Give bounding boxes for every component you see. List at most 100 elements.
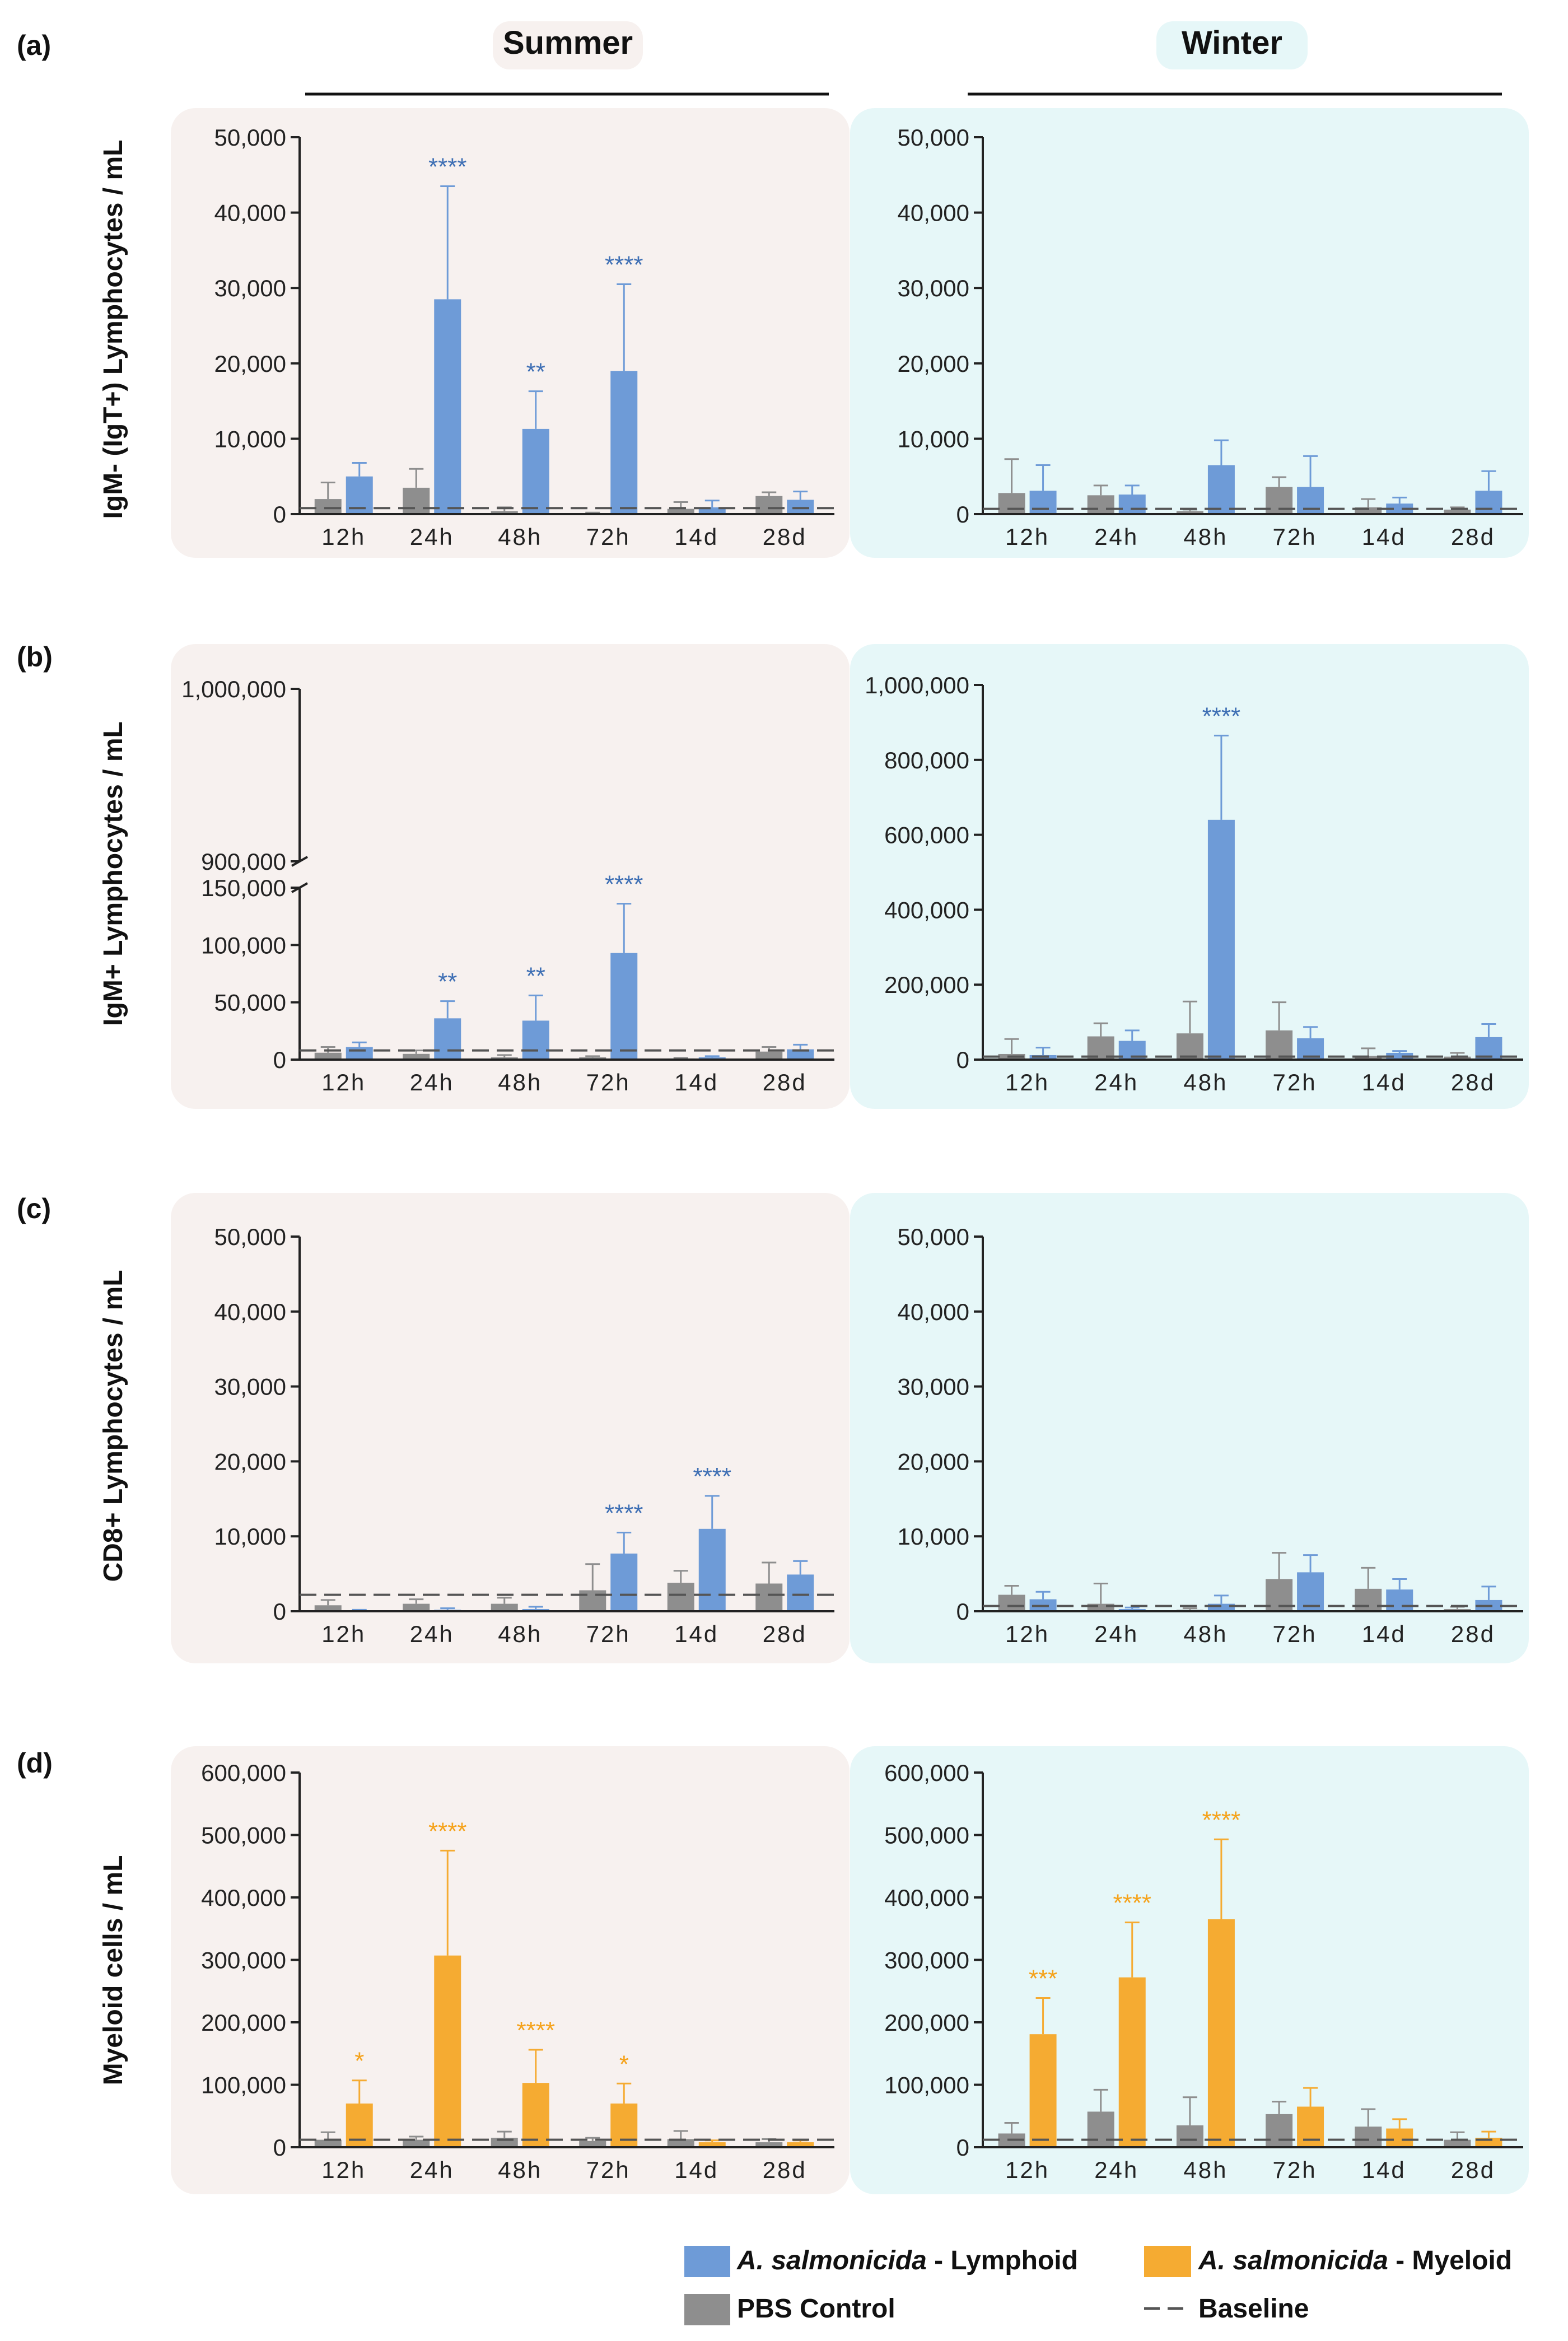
significance-stars: **** (428, 153, 467, 180)
x-tick-label: 14d (1362, 1069, 1406, 1095)
y-tick-label: 40,000 (214, 200, 286, 226)
y-tick-label: 800,000 (884, 747, 969, 773)
y-tick-label: 400,000 (884, 1885, 969, 1911)
x-tick-label: 48h (498, 1621, 542, 1647)
bar-treatment (1029, 491, 1057, 514)
bar-control (1087, 1603, 1114, 1611)
bar-treatment (610, 371, 638, 514)
summer-bg-d (171, 1746, 850, 2194)
bar-control (1355, 2127, 1382, 2147)
bar-treatment (1207, 465, 1235, 514)
bar-treatment (434, 299, 461, 514)
y-tick-label: 30,000 (898, 1374, 969, 1400)
legend-swatch-lymphoid (684, 2246, 730, 2277)
bar-control (1444, 1056, 1471, 1060)
x-tick-label: 48h (498, 2157, 542, 2183)
panel-backgrounds (171, 108, 1529, 2194)
y-tick-label: 300,000 (201, 1947, 286, 1974)
x-tick-label: 28d (1451, 1621, 1495, 1647)
panel-letter-c: (c) (17, 1193, 51, 1224)
winter-header-bg (1156, 21, 1308, 69)
x-tick-label: 48h (1183, 1069, 1228, 1095)
bar-control (314, 499, 342, 514)
y-tick-label: 30,000 (214, 1374, 286, 1400)
x-tick-label: 14d (1362, 524, 1406, 550)
bar-treatment (1207, 819, 1235, 1060)
bar-treatment (522, 428, 549, 514)
bar-treatment (1297, 1572, 1324, 1611)
bar-control (1444, 1608, 1471, 1611)
significance-stars: **** (693, 1463, 732, 1490)
y-tick-label: 50,000 (214, 990, 286, 1016)
bar-treatment (787, 1049, 814, 1060)
bar-control (403, 1603, 430, 1611)
x-tick-label: 12h (1005, 1069, 1049, 1095)
bar-control (667, 509, 694, 514)
significance-stars: * (354, 2048, 364, 2075)
significance-stars: **** (605, 251, 643, 278)
significance-stars: ** (438, 968, 457, 996)
summer-bg-b (171, 644, 850, 1109)
x-tick-label: 14d (674, 1621, 718, 1647)
row-ylabels: IgM- (IgT+) Lymphocytes / mL IgM+ Lympho… (99, 140, 128, 2086)
legend-item-baseline: Baseline (1144, 2294, 1309, 2324)
significance-stars: * (619, 2050, 629, 2078)
significance-stars: **** (517, 2017, 556, 2044)
x-tick-label: 14d (1362, 1621, 1406, 1647)
legend-item-control: PBS Control (684, 2294, 895, 2325)
y-tick-label: 20,000 (898, 1448, 969, 1475)
summer-header: Summer (503, 25, 633, 61)
x-tick-label: 12h (321, 1069, 366, 1095)
x-tick-label: 28d (763, 524, 807, 550)
legend-lymphoid-species: A. salmonicida (736, 2246, 927, 2275)
y-tick-label: 40,000 (214, 1299, 286, 1325)
chart-b-winter: 0 200,000 400,000 600,000 800,000 1,000,000 **… (865, 672, 1523, 1095)
ylabel-a: IgM- (IgT+) Lymphocytes / mL (99, 140, 128, 519)
bar-control (579, 1590, 606, 1611)
x-tick-label: 28d (763, 2157, 807, 2183)
bar-treatment (1475, 491, 1502, 514)
bar-treatment (698, 1528, 726, 1611)
y-tick-label: 200,000 (201, 2009, 286, 2036)
x-tick-label: 24h (1094, 524, 1138, 550)
y-tick-label: 10,000 (214, 426, 286, 452)
x-tick-label: 72h (1273, 1069, 1317, 1095)
chart-c-summer: 0 10,000 20,000 30,000 40,000 50,000 **** **** 1… (214, 1224, 834, 1647)
bar-treatment (522, 1608, 549, 1611)
bar-control (491, 1603, 518, 1611)
legend-label-baseline: Baseline (1198, 2294, 1309, 2324)
y-tick-label: 0 (956, 501, 969, 528)
bar-control (1176, 1033, 1203, 1060)
y-tick-label: 40,000 (898, 1299, 969, 1325)
x-tick-label: 72h (1273, 524, 1317, 550)
x-tick-label: 28d (1451, 1069, 1495, 1095)
axis-break-mark (291, 856, 308, 867)
y-tick-label: 10,000 (898, 1523, 969, 1550)
legend-label-lymphoid: A. salmonicida - Lymphoid (736, 2246, 1078, 2275)
x-tick-label: 72h (1273, 1621, 1317, 1647)
bar-treatment (610, 1553, 638, 1611)
bar-treatment (1297, 487, 1324, 514)
y-tick-label: 400,000 (201, 1885, 286, 1911)
x-tick-label: 72h (586, 2157, 631, 2183)
x-tick-label: 24h (410, 524, 454, 550)
y-tick-label: 600,000 (201, 1760, 286, 1786)
y-tick-label-upper: 1,000,000 (181, 676, 286, 702)
bar-control (1266, 487, 1293, 514)
bar-treatment (522, 1020, 549, 1060)
bar-control (1355, 1588, 1382, 1611)
panel-letter-a: (a) (17, 30, 51, 61)
summer-header-bg (493, 21, 643, 69)
y-tick-label: 500,000 (884, 1822, 969, 1849)
x-tick-label: 24h (1094, 2157, 1138, 2183)
bar-treatment (1118, 1977, 1146, 2147)
season-headers: Summer Winter (305, 21, 1502, 96)
bar-treatment (434, 1018, 461, 1060)
y-tick-label: 100,000 (201, 2072, 286, 2098)
bar-control (314, 1605, 342, 1611)
bar-treatment (787, 1574, 814, 1611)
x-tick-label: 72h (586, 1069, 631, 1095)
legend-swatch-control (684, 2294, 730, 2325)
y-tick-label: 50,000 (898, 124, 969, 151)
